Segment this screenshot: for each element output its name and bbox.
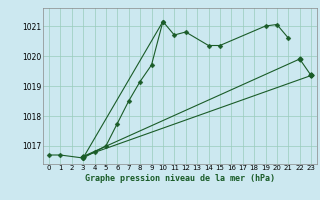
X-axis label: Graphe pression niveau de la mer (hPa): Graphe pression niveau de la mer (hPa): [85, 174, 275, 183]
